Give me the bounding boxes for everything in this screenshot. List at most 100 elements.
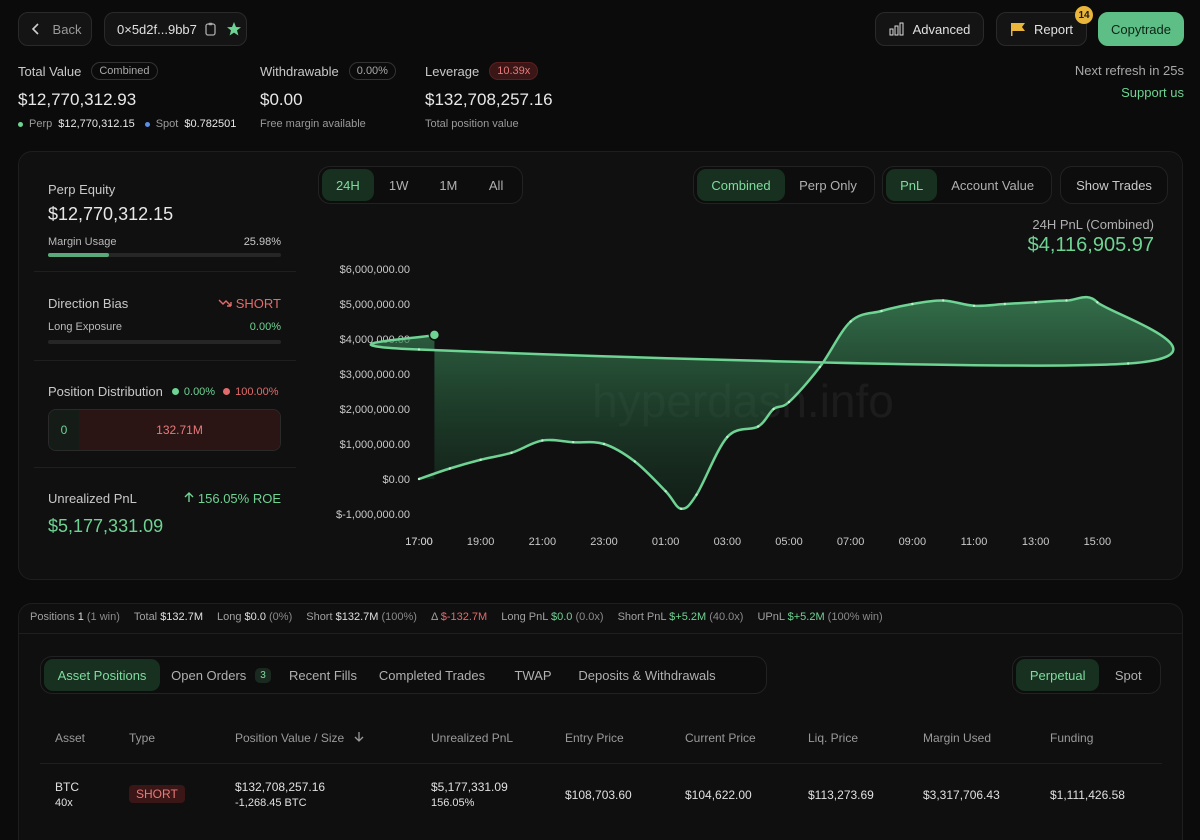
withdrawable-sub: Free margin available [260,118,366,130]
timeframe-24h[interactable]: 24H [322,169,374,201]
data-point [1065,299,1068,302]
data-point [880,309,883,313]
data-point [787,400,791,404]
copytrade-button[interactable]: Copytrade [1098,12,1184,46]
address-box[interactable]: 0×5d2f...9bb7 [104,12,247,46]
cell-unrealized-pnl: $5,177,331.09 [431,780,508,794]
current-point[interactable] [428,329,441,341]
cell-liq-price: $113,273.69 [808,788,874,802]
y-tick-label: $1,000,000.00 [340,439,410,451]
leverage-block: Leverage 10.39x $132,708,257.16 Total po… [425,62,553,130]
divider [34,467,296,468]
col-header-asset[interactable]: Asset [55,731,86,745]
perp-dot [18,121,23,127]
tab-deposits-withdrawals[interactable]: Deposits & Withdrawals [578,667,716,683]
star-icon[interactable] [226,21,242,37]
stat-label: Long [217,611,245,623]
stat-item: Positions 1 (1 win) [30,611,120,623]
long-dot [171,388,179,395]
stat-extra: (40.0x) [706,611,744,623]
distribution-long: 0 [49,410,79,450]
tab-open-orders-label: Open Orders [171,667,247,683]
timeframe-1m[interactable]: 1M [439,177,458,193]
market-perpetual[interactable]: Perpetual [1016,659,1100,691]
back-button[interactable]: Back [18,12,92,46]
cell-funding: $1,111,426.58 [1050,788,1125,802]
unrealized-roe: 156.05% ROE [170,491,281,506]
show-trades-button[interactable]: Show Trades [1060,166,1168,204]
stat-item: Short PnL $+5.2M (40.0x) [618,611,744,623]
col-header-liq-price[interactable]: Liq. Price [808,731,859,745]
metric-pnl[interactable]: PnL [886,169,938,201]
col-header-type[interactable]: Type [129,731,156,745]
perp-label: Perp [29,118,53,130]
long-exposure-bar [48,340,281,344]
data-point [972,304,976,307]
data-point [1096,301,1099,304]
cell-unrealized-pct: 156.05% [431,797,475,809]
data-point [448,467,452,470]
stat-extra: (1 win) [83,611,120,623]
unrealized-pnl-label: Unrealized PnL [48,491,137,506]
market-spot[interactable]: Spot [1114,667,1142,683]
report-button[interactable]: Report [996,12,1087,46]
dist-long-value: 0 [60,423,68,437]
type-badge-text: SHORT [136,787,178,801]
direction-bias-text: SHORT [235,296,281,311]
advanced-button[interactable]: Advanced [875,12,984,46]
mode-perp-only[interactable]: Perp Only [799,177,857,193]
support-link[interactable]: Support us [1121,85,1184,100]
withdrawable-label: Withdrawable [260,63,339,79]
col-header-current-price[interactable]: Current Price [685,731,756,745]
direction-bias-value: SHORT [200,296,281,311]
tab-asset-positions[interactable]: Asset Positions [44,659,160,691]
cell-current-price: $104,622.00 [685,788,752,802]
perp-equity-label: Perp Equity [48,182,116,197]
col-header-unrealized-pnl[interactable]: Unrealized PnL [431,731,514,745]
data-point [1126,362,1130,365]
col-header-funding[interactable]: Funding [1050,731,1094,745]
metric-selector: PnL Account Value [882,166,1052,204]
data-point [911,302,914,306]
data-point [571,441,575,444]
data-point [679,507,683,510]
positions-panel [18,603,1183,840]
x-tick-label: 17:00 [405,536,433,548]
leverage-sub: Total position value [425,118,519,130]
back-label: Back [52,21,82,37]
bar-chart-icon [889,22,904,36]
metric-account-value[interactable]: Account Value [951,177,1035,193]
tab-open-orders[interactable]: Open Orders 3 [160,659,282,691]
stat-value: $0.0 [244,611,266,623]
stat-label: Long PnL [501,611,551,623]
col-header-margin-used[interactable]: Margin Used [923,731,992,745]
arrow-up-icon [184,492,194,502]
distribution-bar: 0 132.71M [48,409,281,451]
col-header-entry-price[interactable]: Entry Price [565,731,624,745]
data-point [1034,301,1037,304]
col-header-position-value[interactable]: Position Value / Size [235,731,364,745]
timeframe-all[interactable]: All [488,177,504,193]
timeframe-1w[interactable]: 1W [388,177,409,193]
divider [40,763,1162,764]
stat-value: $132.7M [160,611,203,623]
tab-twap[interactable]: TWAP [514,667,552,683]
stat-item: Long PnL $0.0 (0.0x) [501,611,603,623]
perp-equity-value: $12,770,312.15 [48,204,174,224]
stat-item: Total $132.7M [134,611,203,623]
data-point [664,490,667,493]
unrealized-pnl-value: $5,177,331.09 [48,516,164,536]
tab-recent-fills[interactable]: Recent Fills [289,667,357,683]
leverage-amount: $132,708,257.16 [425,90,553,109]
mode-combined[interactable]: Combined [697,169,785,201]
cell-position-size: -1,268.45 BTC [235,797,307,809]
pnl-value: $4,116,905.97 [1027,234,1154,256]
long-exposure-value: 0.00% [249,321,281,333]
report-badge: 14 [1075,6,1093,24]
cell-asset: BTC [55,780,79,794]
market-type-selector: Perpetual Spot [1012,656,1161,694]
margin-usage-label: Margin Usage [48,236,117,248]
tab-completed-trades[interactable]: Completed Trades [378,667,486,683]
margin-usage-value: 25.98% [243,236,281,248]
copy-icon[interactable] [205,22,217,36]
